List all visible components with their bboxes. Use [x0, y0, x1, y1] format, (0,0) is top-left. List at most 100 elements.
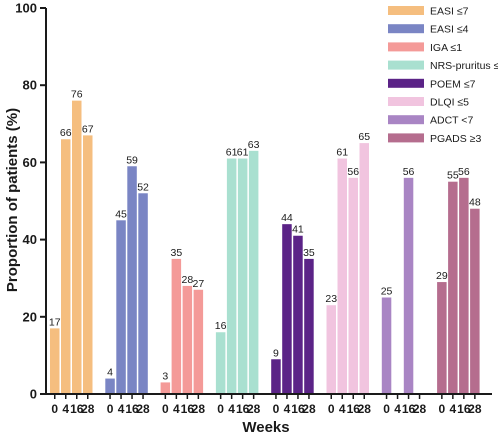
legend-swatch [388, 60, 424, 70]
x-tick-label: 0 [383, 402, 390, 416]
x-tick-label: 28 [302, 402, 316, 416]
legend-label: EASI ≤4 [430, 24, 469, 36]
x-tick-label: 28 [413, 402, 427, 416]
data-label: 41 [292, 224, 304, 236]
bar [437, 282, 447, 394]
x-tick-label: 0 [162, 402, 169, 416]
x-tick-label: 4 [450, 402, 457, 416]
data-label: 3 [162, 370, 168, 382]
x-tick-label: 4 [62, 402, 69, 416]
legend-swatch [388, 24, 424, 34]
data-label: 56 [347, 166, 359, 178]
x-tick-label: 4 [173, 402, 180, 416]
x-tick-label: 28 [358, 402, 372, 416]
legend-swatch [388, 78, 424, 88]
data-label: 61 [336, 147, 348, 159]
bar [50, 328, 60, 394]
bar [171, 258, 182, 394]
y-tick-label: 40 [23, 232, 37, 247]
x-tick-label: 28 [468, 402, 482, 416]
legend-label: DLQI ≤5 [430, 97, 469, 109]
x-tick-label: 16 [181, 402, 195, 416]
legend-label: POEM ≤7 [430, 78, 476, 90]
x-tick-label: 16 [347, 402, 361, 416]
data-label: 4 [107, 367, 113, 379]
x-tick-label: 16 [457, 402, 471, 416]
x-tick-label: 28 [192, 402, 206, 416]
x-tick-label: 4 [284, 402, 291, 416]
x-tick-label: 28 [81, 402, 95, 416]
bar [337, 158, 347, 394]
x-tick-label: 0 [439, 402, 446, 416]
data-label: 48 [469, 197, 481, 209]
x-tick-label: 28 [136, 402, 150, 416]
bar [348, 177, 358, 394]
bars-layer [50, 100, 480, 394]
data-label: 56 [403, 166, 415, 178]
legend: EASI ≤7 EASI ≤4 IGA ≤1 NRS-pruritus ≤4 POEM … [388, 6, 498, 145]
data-label: 16 [215, 320, 227, 332]
x-tick-label: 0 [273, 402, 280, 416]
y-tick-label: 60 [23, 155, 37, 170]
legend-swatch [388, 97, 424, 106]
x-tick-label: 4 [394, 402, 401, 416]
bar [293, 235, 303, 394]
data-label: 9 [273, 347, 279, 359]
data-label: 61 [226, 147, 238, 159]
bar [448, 181, 458, 394]
bar [127, 166, 137, 394]
data-label: 67 [82, 123, 94, 135]
axes-layer [45, 8, 492, 395]
data-label: 44 [281, 212, 293, 224]
data-label: 76 [71, 89, 83, 101]
x-tick-label: 4 [118, 402, 125, 416]
legend-swatch [388, 42, 424, 52]
x-tick-label: 16 [125, 402, 139, 416]
legend-label: IGA ≤1 [430, 42, 462, 54]
data-label: 55 [447, 170, 459, 182]
legend-label: NRS-pruritus ≤4 [430, 60, 498, 72]
y-tick-label: 80 [23, 78, 37, 93]
data-label: 63 [248, 139, 260, 151]
x-tick-label: 0 [217, 402, 224, 416]
legend-label: ADCT <7 [430, 115, 473, 127]
data-label: 65 [358, 131, 370, 143]
data-label: 59 [126, 154, 138, 166]
x-tick-label: 0 [107, 402, 114, 416]
bar [248, 150, 259, 394]
bar [304, 258, 314, 394]
data-label: 28 [182, 274, 194, 286]
bar [105, 378, 115, 394]
y-ticks-layer: 0 20 40 60 80 100 [15, 1, 46, 402]
data-label: 29 [436, 270, 448, 282]
legend-swatch [388, 115, 424, 125]
y-tick-label: 20 [23, 309, 37, 324]
bar [61, 139, 71, 394]
data-label: 52 [137, 181, 149, 193]
data-label: 61 [237, 147, 249, 159]
y-tick-label: 0 [30, 387, 37, 402]
bar [72, 100, 82, 394]
data-label: 17 [49, 316, 61, 328]
data-label: 35 [303, 247, 315, 259]
data-label: 35 [171, 247, 183, 259]
bar [138, 193, 148, 394]
bar [116, 220, 126, 394]
bar [381, 297, 392, 394]
data-label: 25 [381, 286, 393, 298]
bar [160, 382, 171, 394]
bar [237, 158, 248, 394]
x-tick-label: 16 [402, 402, 416, 416]
x-tick-label: 4 [228, 402, 235, 416]
data-label: 56 [458, 166, 470, 178]
x-tick-label: 4 [339, 402, 346, 416]
bar [282, 224, 292, 394]
bar [193, 289, 204, 394]
legend-swatch [388, 133, 424, 143]
legend-label: PGADS ≥3 [430, 133, 481, 145]
data-label: 45 [115, 208, 127, 220]
